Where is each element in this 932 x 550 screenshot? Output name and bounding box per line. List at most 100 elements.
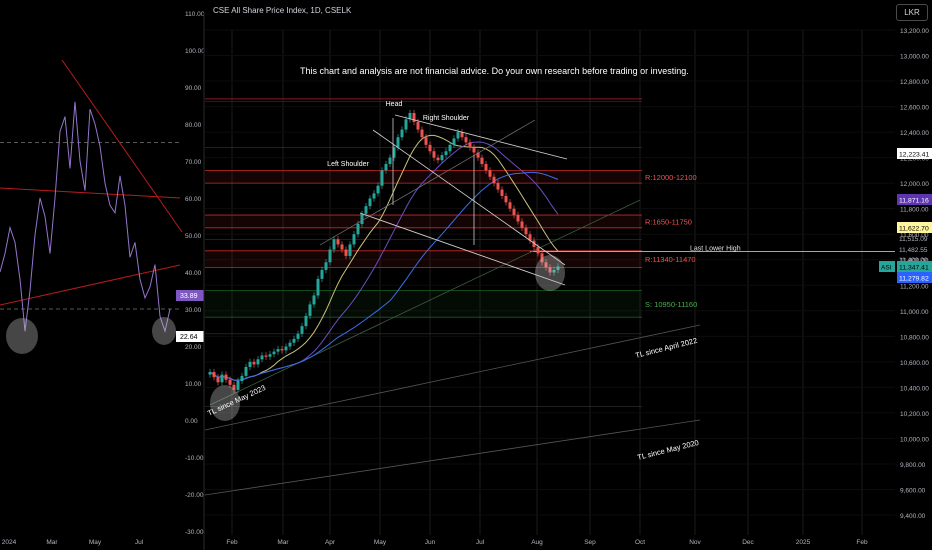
candle-body[interactable] — [408, 112, 412, 120]
candle-body[interactable] — [312, 295, 316, 305]
candle-body[interactable] — [328, 249, 332, 263]
candle-body[interactable] — [536, 246, 540, 254]
price-tag-plain: 11,515.09 — [899, 236, 928, 243]
candle-body[interactable] — [524, 227, 528, 235]
candle-body[interactable] — [368, 198, 372, 207]
candle-body[interactable] — [416, 121, 420, 130]
candle-body[interactable] — [488, 170, 492, 177]
candle-body[interactable] — [400, 129, 404, 138]
candle-body[interactable] — [396, 137, 400, 148]
candle-body[interactable] — [316, 278, 320, 296]
candle-body[interactable] — [428, 144, 432, 152]
candle-body[interactable] — [460, 132, 464, 138]
candle-body[interactable] — [516, 215, 520, 222]
candle-body[interactable] — [356, 224, 360, 235]
candle-body[interactable] — [348, 244, 352, 256]
candle-body[interactable] — [444, 151, 448, 156]
candle-body[interactable] — [292, 338, 296, 343]
candle-body[interactable] — [496, 183, 500, 190]
candle-body[interactable] — [256, 359, 260, 365]
candle-body[interactable] — [324, 262, 328, 270]
candle-body[interactable] — [552, 269, 556, 273]
candle-body[interactable] — [244, 366, 248, 376]
candle-body[interactable] — [432, 151, 436, 158]
candle-body[interactable] — [224, 374, 228, 380]
candle-body[interactable] — [476, 152, 480, 158]
ma-yellow-line[interactable] — [209, 134, 559, 381]
candle-body[interactable] — [528, 234, 532, 241]
candle-body[interactable] — [344, 249, 348, 256]
candle-body[interactable] — [388, 157, 392, 165]
candle-body[interactable] — [336, 239, 340, 245]
candle-body[interactable] — [376, 185, 380, 194]
candle-body[interactable] — [300, 326, 304, 334]
candle-body[interactable] — [456, 132, 460, 139]
candle-body[interactable] — [424, 137, 428, 145]
candle-body[interactable] — [404, 119, 408, 130]
candle-body[interactable] — [232, 384, 236, 390]
candle-body[interactable] — [260, 355, 264, 360]
candle-body[interactable] — [208, 372, 212, 375]
candle-body[interactable] — [548, 267, 552, 273]
candle-body[interactable] — [212, 372, 216, 378]
candle-body[interactable] — [540, 253, 544, 263]
candle-body[interactable] — [228, 379, 232, 385]
candle-body[interactable] — [544, 262, 548, 268]
symbol-title[interactable]: CSE All Share Price Index, 1D, CSELK — [213, 6, 352, 15]
candle-body[interactable] — [420, 129, 424, 138]
candle-body[interactable] — [280, 349, 284, 351]
candle-body[interactable] — [308, 304, 312, 316]
candle-body[interactable] — [520, 221, 524, 228]
candle-body[interactable] — [272, 351, 276, 355]
price-x-tick: Aug — [531, 539, 543, 546]
candle-body[interactable] — [556, 266, 560, 270]
candle-body[interactable] — [284, 346, 288, 351]
candle-body[interactable] — [320, 269, 324, 279]
zone-label: R:1650-11750 — [645, 217, 692, 226]
price-panel[interactable]: R:12000-12100 R:1650-11750 R:11340-11470 S:… — [204, 98, 895, 496]
currency-button[interactable]: LKR — [896, 4, 928, 21]
ma-blue-line[interactable] — [209, 171, 559, 381]
candle-body[interactable] — [340, 244, 344, 250]
candle-body[interactable] — [372, 193, 376, 199]
candle-body[interactable] — [504, 195, 508, 203]
candle-body[interactable] — [236, 380, 240, 390]
candle-body[interactable] — [500, 189, 504, 196]
candle-body[interactable] — [492, 176, 496, 184]
rsi-panel[interactable]: 33.89 22.64 — [0, 59, 204, 354]
candle-body[interactable] — [484, 164, 488, 171]
candle-body[interactable] — [216, 377, 220, 383]
candle-body[interactable] — [392, 147, 396, 158]
candle-body[interactable] — [268, 354, 272, 357]
price-tag-ma-yellow: 11,622.70 — [897, 222, 932, 233]
candle-body[interactable] — [508, 202, 512, 209]
candle-body[interactable] — [440, 155, 444, 161]
candle-body[interactable] — [452, 138, 456, 145]
candle-body[interactable] — [360, 213, 364, 224]
candle-body[interactable] — [264, 355, 268, 357]
candle-body[interactable] — [288, 342, 292, 347]
candle-body[interactable] — [252, 361, 256, 365]
candle-body[interactable] — [448, 144, 452, 152]
candle-body[interactable] — [412, 112, 416, 122]
candle-body[interactable] — [220, 374, 224, 383]
candle-body[interactable] — [472, 147, 476, 153]
candle-body[interactable] — [380, 170, 384, 186]
candle-body[interactable] — [468, 142, 472, 148]
candle-body[interactable] — [304, 315, 308, 327]
candle-body[interactable] — [332, 239, 336, 250]
candle-body[interactable] — [384, 164, 388, 171]
candle-body[interactable] — [480, 157, 484, 165]
candle-body[interactable] — [532, 240, 536, 247]
candle-body[interactable] — [436, 157, 440, 161]
candle-body[interactable] — [296, 333, 300, 339]
rsi-line[interactable] — [0, 101, 171, 334]
candle-body[interactable] — [352, 234, 356, 245]
candle-body[interactable] — [240, 375, 244, 381]
candle-body[interactable] — [512, 208, 516, 216]
candle-body[interactable] — [276, 349, 280, 352]
candle-body[interactable] — [248, 361, 252, 367]
candle-body[interactable] — [364, 206, 368, 214]
candle-body[interactable] — [464, 137, 468, 143]
